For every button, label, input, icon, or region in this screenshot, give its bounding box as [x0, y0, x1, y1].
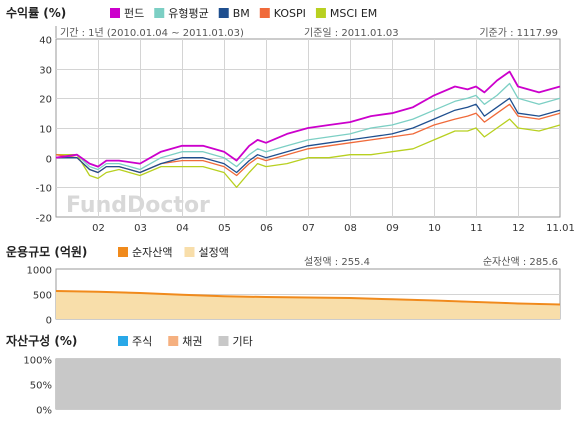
returns-series-lines	[55, 70, 561, 188]
returns-legend-label-msci-em: MSCI EM	[330, 7, 377, 20]
returns-legend-label-kospi: KOSPI	[274, 7, 306, 20]
returns-xtick-label: 03	[134, 223, 147, 234]
returns-xtick-label: 07	[302, 223, 315, 234]
assets-title: 자산구성 (%)	[6, 333, 77, 348]
assets-ytick-label: 100%	[23, 356, 52, 367]
returns-legend-label-s1: 유형평균	[168, 7, 208, 20]
fund-size-legend-item-s0: 순자산액	[118, 246, 172, 259]
fund-size-legend-label-s1: 설정액	[198, 246, 228, 259]
returns-legend-item-kospi: KOSPI	[259, 7, 306, 20]
assets-legend-swatch-s2	[218, 336, 229, 346]
assets-legend-item-s2: 기타	[218, 335, 253, 348]
assets-ytick-label: 50%	[30, 381, 52, 392]
assets-legend: 주식 채권 기타	[118, 335, 253, 348]
returns-legend-swatch-msci-em	[315, 8, 326, 18]
returns-legend: 펀드 유형평균 BM KOSPI MSCI EM	[110, 7, 377, 20]
returns-legend-item-msci-em: MSCI EM	[315, 7, 377, 20]
fund-size-net-text: 순자산액 : 285.6	[483, 256, 558, 268]
returns-ytick-label: 0	[46, 155, 52, 166]
returns-xtick-label: 10	[428, 223, 441, 234]
returns-period: 기간 : 1년 (2010.01.04 ~ 2011.01.03)	[60, 27, 244, 39]
returns-line-s0	[55, 70, 561, 168]
assets-area-s2	[56, 359, 560, 409]
assets-ytick-label: 0%	[36, 406, 52, 417]
assets-axes: 0% 50% 100%	[23, 356, 52, 417]
assets-legend-swatch-s0	[118, 336, 128, 346]
assets-legend-label-s0: 주식	[132, 335, 152, 348]
assets-areas	[56, 359, 560, 409]
fund-size-areas	[55, 290, 561, 319]
returns-title: 수익률 (%)	[6, 6, 66, 20]
returns-ytick-label: -10	[36, 184, 52, 195]
assets-legend-label-s1: 채권	[182, 335, 202, 348]
fund-size-line-s0	[55, 290, 561, 306]
fund-size-ytick-label: 0	[46, 316, 52, 327]
returns-legend-swatch-kospi	[259, 8, 270, 18]
returns-legend-label-s0: 펀드	[124, 7, 144, 20]
returns-xtick-label: 05	[218, 223, 231, 234]
returns-legend-swatch-s1	[154, 8, 165, 18]
fund-size-area-s1	[56, 291, 560, 319]
returns-ytick-label: 10	[39, 125, 52, 136]
returns-ytick-label: 20	[39, 95, 52, 106]
returns-base-price: 기준가 : 1117.99	[479, 27, 558, 39]
returns-xtick-label: 08	[344, 223, 357, 234]
fund-size-legend-swatch-s1	[184, 247, 195, 257]
fund-size-title: 운용규모 (억원)	[6, 244, 87, 259]
returns-line-s1	[55, 82, 561, 171]
returns-legend-swatch-s0	[110, 8, 120, 18]
returns-line-bm	[56, 97, 561, 174]
returns-legend-swatch-bm	[218, 8, 229, 18]
returns-xtick-label: 02	[92, 223, 105, 234]
returns-grid	[56, 39, 560, 217]
returns-xtick-label: 12	[512, 223, 525, 234]
assets-legend-label-s2: 기타	[233, 335, 253, 348]
assets-legend-item-s1: 채권	[168, 335, 203, 348]
returns-xtick-label: 09	[386, 223, 399, 234]
returns-xtick-label: 11.01	[546, 223, 575, 234]
returns-base-date: 기준일 : 2011.01.03	[304, 27, 399, 39]
returns-xtick-label: 06	[260, 223, 273, 234]
returns-axes: -20 -10 0 10 20 30 40 02 03 04 05 06 07 08 09 10 11 12 11.…	[36, 36, 575, 235]
fund-size-legend: 순자산액 설정액	[118, 246, 229, 259]
returns-xtick-label: 11	[470, 223, 483, 234]
fund-size-ytick-label: 1000	[27, 266, 52, 277]
returns-ytick-label: 30	[39, 66, 52, 77]
fund-size-legend-label-s0: 순자산액	[132, 246, 172, 259]
watermark: FundDoctor	[66, 193, 210, 218]
fund-size-legend-item-s1: 설정액	[184, 246, 229, 259]
returns-legend-item-bm: BM	[218, 7, 250, 20]
fund-size-legend-swatch-s0	[118, 247, 128, 257]
assets-legend-swatch-s1	[168, 336, 179, 346]
returns-xtick-label: 04	[176, 223, 189, 234]
fund-size-axes: 0 500 1000	[27, 266, 52, 327]
returns-legend-item-s0: 펀드	[110, 7, 144, 20]
returns-legend-item-s1: 유형평균	[154, 7, 209, 20]
assets-legend-item-s0: 주식	[118, 335, 152, 348]
returns-line-msci-em	[56, 118, 561, 188]
returns-ytick-label: -20	[36, 214, 52, 225]
returns-legend-label-bm: BM	[233, 7, 250, 20]
returns-ytick-label: 40	[39, 36, 52, 47]
fund-size-ytick-label: 500	[33, 291, 52, 302]
fund-size-setting-text: 설정액 : 255.4	[304, 256, 370, 268]
